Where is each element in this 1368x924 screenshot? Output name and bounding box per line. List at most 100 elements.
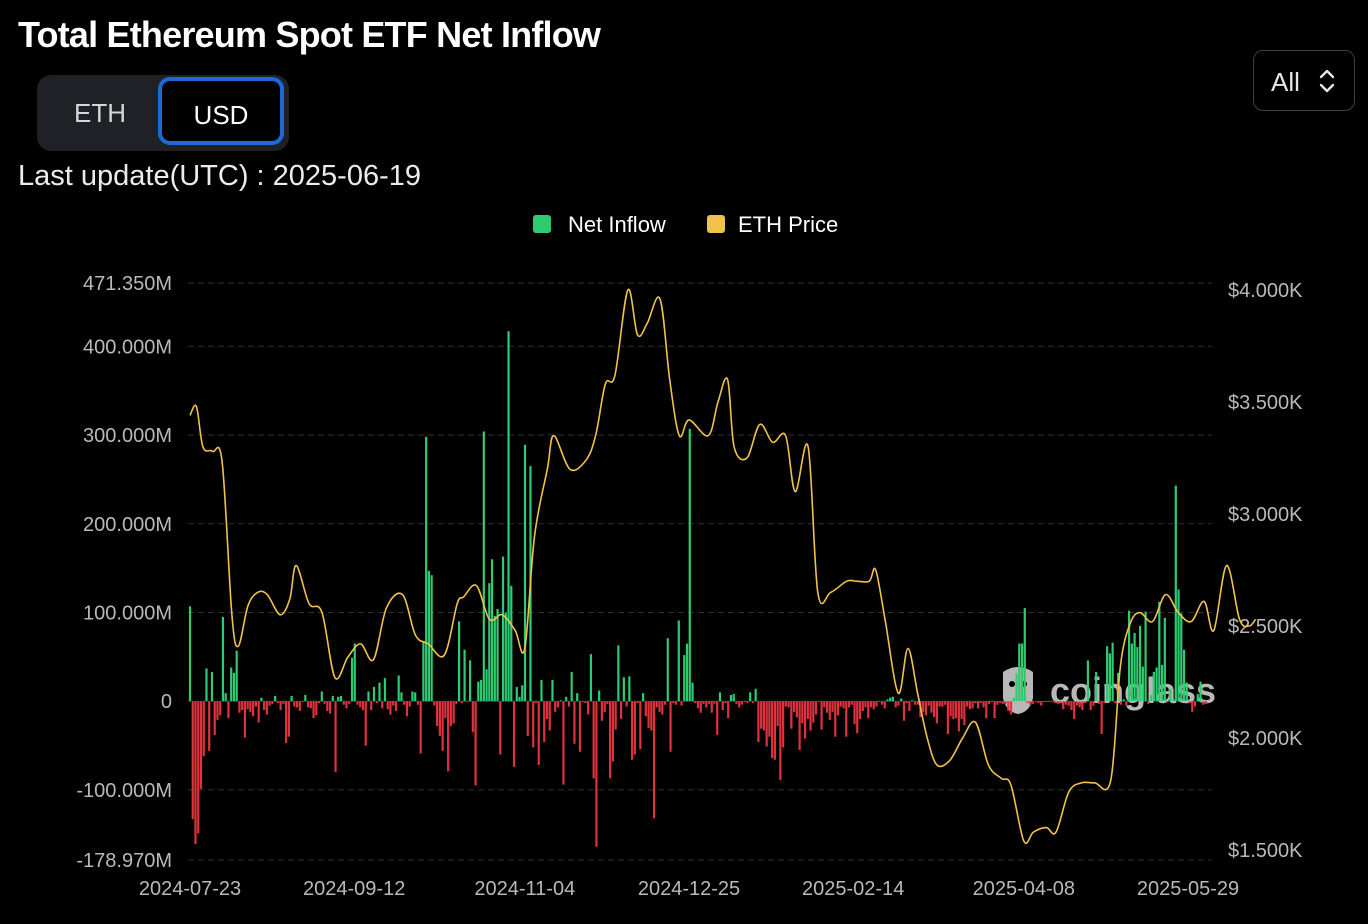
right-tick-label: $3.000K — [1228, 504, 1303, 526]
net-inflow-bar — [625, 701, 628, 707]
net-inflow-bar — [691, 682, 694, 702]
net-inflow-bar — [1125, 701, 1128, 706]
net-inflow-bar — [504, 612, 507, 702]
net-inflow-bar — [1149, 695, 1153, 702]
net-inflow-bar — [1166, 701, 1169, 703]
net-inflow-bar — [441, 701, 444, 751]
net-inflow-bar — [1078, 701, 1081, 708]
net-inflow-bar — [1067, 701, 1070, 706]
net-inflow-bar — [356, 701, 359, 705]
net-inflow-bar — [507, 331, 510, 702]
net-inflow-bar — [968, 701, 971, 710]
net-inflow-bar — [287, 701, 290, 737]
net-inflow-bar — [471, 701, 474, 733]
net-inflow-bar — [348, 701, 351, 704]
net-inflow-bar — [979, 701, 982, 703]
net-inflow-bar — [1108, 653, 1111, 702]
net-inflow-bar — [1097, 701, 1101, 704]
net-inflow-bar — [403, 701, 406, 705]
net-inflow-bar — [897, 701, 900, 706]
net-inflow-bar — [974, 701, 977, 703]
net-inflow-bar — [1070, 701, 1073, 711]
net-inflow-bar — [1004, 701, 1007, 704]
net-inflow-bar — [326, 701, 329, 711]
net-inflow-bar — [1081, 701, 1084, 711]
net-inflow-bar — [493, 616, 496, 702]
net-inflow-bar — [414, 692, 417, 702]
net-inflow-bar — [644, 701, 647, 717]
net-inflow-bar — [331, 695, 334, 702]
legend-swatch-net-inflow — [533, 215, 551, 233]
range-select[interactable]: All — [1253, 50, 1355, 111]
net-inflow-bar — [911, 700, 914, 702]
net-inflow-bar — [938, 701, 941, 707]
net-inflow-bar — [433, 701, 436, 706]
net-inflow-bar — [191, 701, 194, 820]
net-inflow-bar — [743, 701, 746, 703]
net-inflow-bar — [1075, 701, 1079, 706]
net-inflow-bar — [721, 701, 724, 711]
net-inflow-bar — [474, 701, 477, 786]
net-inflow-bar — [1100, 701, 1103, 735]
net-inflow-bar — [221, 616, 225, 702]
net-inflow-bar — [883, 701, 886, 709]
net-inflow-bar — [252, 701, 255, 717]
net-inflow-bar — [842, 701, 845, 709]
chevron-updown-icon — [1319, 69, 1335, 93]
net-inflow-bar — [1169, 688, 1172, 702]
net-inflow-bar — [581, 701, 584, 703]
legend-swatch-eth-price — [707, 215, 725, 233]
net-inflow-bar — [1106, 646, 1109, 702]
net-inflow-bar — [419, 701, 422, 754]
net-inflow-bar — [306, 701, 310, 708]
net-inflow-bar — [595, 701, 598, 847]
net-inflow-bar — [886, 699, 889, 702]
net-inflow-bar — [889, 697, 892, 702]
net-inflow-bar — [328, 701, 332, 714]
net-inflow-bar — [993, 701, 996, 719]
net-inflow-bar — [499, 701, 502, 755]
net-inflow-bar — [389, 701, 392, 715]
net-inflow-bar — [905, 701, 908, 703]
net-inflow-bar — [963, 701, 966, 726]
grid-lines — [188, 282, 1212, 861]
net-inflow-bar — [254, 701, 257, 707]
net-inflow-bar — [831, 701, 834, 712]
net-inflow-bar — [631, 701, 634, 760]
net-inflow-bar — [202, 701, 205, 757]
net-inflow-bar — [235, 650, 238, 702]
net-inflow-bar — [548, 701, 551, 731]
right-tick-label: $2.000K — [1228, 728, 1303, 750]
range-select-value: All — [1271, 67, 1300, 97]
net-inflow-bar — [1191, 701, 1194, 712]
left-tick-label: -178.970M — [76, 850, 172, 872]
net-inflow-bar — [455, 701, 458, 704]
tab-usd[interactable]: USD — [158, 77, 284, 145]
net-inflow-bar — [279, 701, 282, 711]
net-inflow-bar — [576, 693, 579, 702]
net-inflow-bar — [1158, 601, 1161, 702]
net-inflow-bar — [430, 575, 433, 702]
net-inflow-bar — [334, 701, 337, 773]
net-inflow-bar — [633, 701, 636, 755]
net-inflow-bar — [556, 701, 560, 708]
net-inflow-bar — [976, 701, 980, 709]
net-inflow-bar — [411, 691, 414, 702]
tab-eth[interactable]: ETH — [74, 98, 126, 128]
net-inflow-bar — [540, 679, 543, 702]
x-tick-label: 2024-07-23 — [139, 878, 241, 900]
net-inflow-bar — [636, 701, 639, 703]
net-inflow-bar — [1141, 666, 1144, 702]
net-inflow-bar — [400, 692, 403, 702]
net-inflow-bar — [987, 701, 991, 704]
net-inflow-bar — [1059, 701, 1062, 703]
net-inflow-bar — [814, 701, 818, 715]
x-tick-label: 2024-12-25 — [638, 878, 740, 900]
net-inflow-bar — [680, 701, 683, 706]
net-inflow-bar — [611, 701, 614, 762]
net-inflow-bar — [1128, 610, 1131, 702]
net-inflow-bar — [282, 701, 285, 704]
net-inflow-bar — [438, 701, 441, 736]
net-inflow-bar — [1204, 701, 1208, 704]
net-inflow-bar — [422, 640, 425, 702]
